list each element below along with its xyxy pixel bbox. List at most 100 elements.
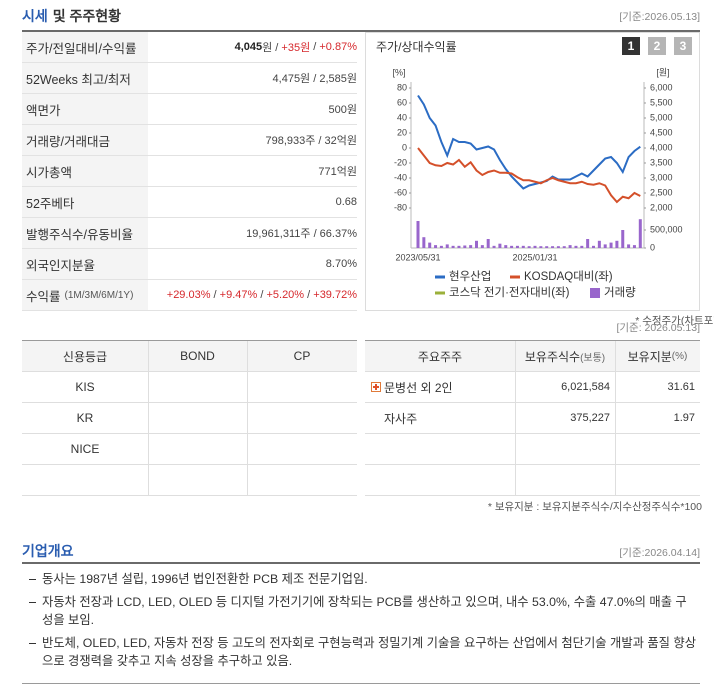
title-highlight: 시세 [22,8,48,24]
row-value: 798,933주 / 32억원 [265,135,357,147]
summary-footnote: * 수정주가(차트포함), 보통주 기준, * 52주베타: 주간수익률 기준 [635,313,714,328]
table-col-rule [615,341,616,496]
x-tick-label: 2025/01/31 [512,252,557,262]
row-value: 4,475원 / 2,585원 [272,73,357,85]
bullet-dash [29,602,36,603]
volume-bar [551,246,555,248]
chart-tab[interactable]: 1 [622,37,640,55]
table-header-bg [22,341,357,371]
volume-bar [603,244,607,248]
volume-bar [439,245,443,248]
volume-bar [434,245,438,248]
volume-bar [469,245,473,248]
volume-bar [621,230,625,248]
row-value: / [310,41,320,53]
row-label: 52주베타 [26,196,75,211]
row-value: +29.03% [166,289,211,301]
row-value-cell: 4,045 원 / +35원 / +0.87% [148,32,357,63]
volume-bar [533,245,537,248]
table-cell: NICE [22,434,148,464]
cell-text: 375,227 [570,412,610,424]
y3-tick-label: 0 [650,242,655,252]
row-label-cell: 액면가 [22,94,148,125]
volume-bar [545,246,549,248]
table-top-rule [365,340,700,341]
table-row-rule [22,402,357,403]
y-tick-label: -80 [394,202,407,212]
volume-bar [609,242,613,248]
volume-bar [615,240,619,248]
legend-label: 거래량 [604,286,636,299]
y-tick-label: 80 [397,82,407,92]
y-tick-label: 0 [402,142,407,152]
row-value: +5.20% [266,289,305,301]
cell-text: 1.97 [673,412,695,424]
y2-tick-label: 4,500 [650,127,673,137]
volume-bar [457,245,461,248]
y2-tick-label: 2,000 [650,202,673,212]
table-row-rule [22,495,357,496]
series-line [417,94,641,190]
row-label-cell: 수익률 (1M/3M/6M/1Y) [22,280,148,311]
item-text: 자동차 전장과 LCD, LED, OLED 등 디지털 가전기기에 장착되는 … [42,595,687,627]
shareholder-footnote: * 보유지분 : 보유지분주식수/지수산정주식수*100 [488,499,702,514]
row-label: 발행주식수/유동비율 [26,227,133,242]
row-value: / [257,289,267,301]
title-rest: 및 주주현황 [52,8,122,24]
overview-rule [22,562,700,564]
bullet-dash [29,643,36,644]
expand-icon[interactable] [371,382,381,392]
table-row-rule [365,402,700,403]
row-label-cell: 발행주식수/유동비율 [22,218,148,249]
date-text: [기준:2026.04.14] [619,547,700,559]
row-value: 0.68 [335,196,357,208]
row-label: 주가/전일대비/수익률 [26,41,137,56]
volume-bar [480,245,484,248]
volume-bar [632,245,636,248]
overview-item: 반도체, OLED, LED, 자동차 전장 등 고도의 전자회로 구현능력과 … [42,634,697,670]
row-label-note: (1M/3M/6M/1Y) [64,289,134,301]
row-label: 수익률 [26,289,61,304]
table-header-bg [365,341,700,371]
overview-title: 기업개요 [22,541,74,561]
date-text: [기준: 2026.05.13] [616,322,700,334]
tab-label: 1 [627,39,635,53]
cell-text: 문병선 외 2인 [384,380,453,395]
legend-label: 코스닥 전기·전자대비(좌) [449,286,570,299]
volume-bar [510,245,514,248]
row-value: +0.87% [319,41,357,53]
row-value: 8.70% [325,258,357,270]
header-note: (%) [671,350,688,362]
legend-label: 현우산업 [449,270,491,283]
icon-bar [375,384,377,390]
volume-bar [428,242,432,248]
row-value: +39.72% [313,289,357,301]
cell-text: 자사주 [384,411,418,426]
footnote-text: * 보유지분 : 보유지분주식수/지수산정주식수*100 [487,501,702,513]
volume-bar [475,240,478,248]
row-value: 19,961,311주 / 66.37% [246,228,357,240]
chart-tab[interactable]: 2 [648,37,666,55]
y2-tick-label: 6,000 [650,82,673,92]
row-value: 771억원 [318,166,357,178]
chart-tab[interactable]: 3 [674,37,692,55]
volume-bar [486,239,490,248]
volume-bar [597,240,601,248]
table-row-rule [22,433,357,434]
header-note: (보통) [580,352,606,364]
row-label-cell: 외국인지분율 [22,249,148,280]
row-value: 500원 [328,104,357,116]
y2-tick-label: 5,000 [650,112,673,122]
table-cell: KR [22,403,148,433]
cell-text: 31.61 [667,381,695,393]
cell-text: 6,021,584 [561,381,610,393]
row-value: +35원 [281,42,311,54]
row-value-cell: 19,961,311주 / 66.37% [148,218,357,249]
chart-panel-title: 주가/상대수익률 [376,38,457,55]
header-text: BOND [180,349,215,363]
row-value-cell: 8.70% [148,249,357,280]
overview-bottom-rule [22,683,700,684]
row-label-cell: 시가총액 [22,156,148,187]
table-cell: 1.97 [615,403,695,433]
